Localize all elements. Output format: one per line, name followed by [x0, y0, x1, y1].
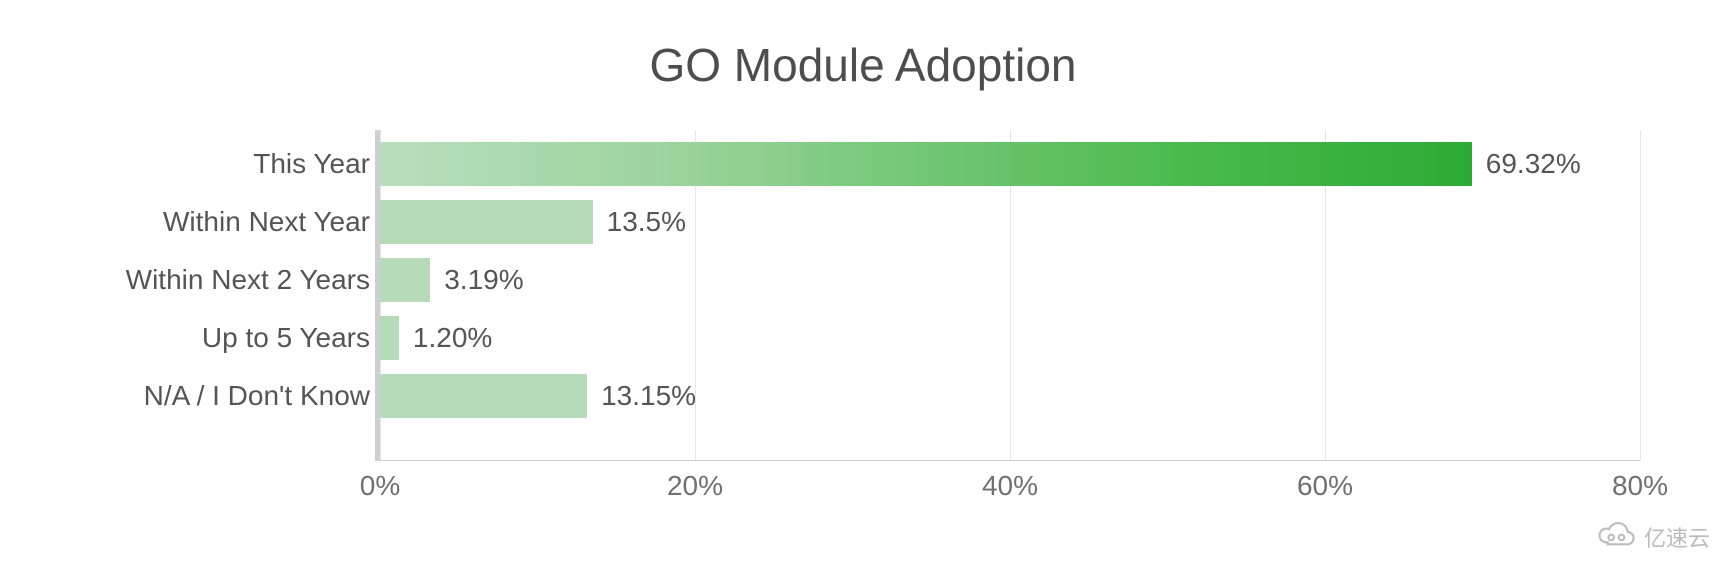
bar [380, 316, 399, 360]
bar-value: 1.20% [413, 316, 492, 360]
bar [380, 142, 1472, 186]
bar-value: 13.15% [601, 374, 696, 418]
y-label: Within Next Year [163, 200, 370, 244]
x-tick-label: 40% [982, 470, 1038, 502]
cloud-icon [1594, 520, 1638, 554]
x-axis-line [375, 460, 1640, 461]
x-tick-label: 0% [360, 470, 400, 502]
x-axis-labels: 0% 20% 40% 60% 80% [380, 470, 1640, 510]
y-label: Up to 5 Years [202, 316, 370, 360]
bar [380, 200, 593, 244]
x-tick-label: 80% [1612, 470, 1668, 502]
x-tick-label: 20% [667, 470, 723, 502]
chart-container: GO Module Adoption This Year Within Next… [0, 0, 1726, 564]
y-axis-labels: This Year Within Next Year Within Next 2… [0, 130, 370, 460]
gridline [1640, 130, 1641, 460]
plot-area: 69.32% 13.5% 3.19% 1.20% 13.15% [380, 130, 1640, 460]
y-label: This Year [253, 142, 370, 186]
bar-value: 69.32% [1486, 142, 1581, 186]
chart-title: GO Module Adoption [0, 38, 1726, 92]
x-tick-label: 60% [1297, 470, 1353, 502]
bar [380, 258, 430, 302]
bar-value: 3.19% [444, 258, 523, 302]
watermark-text: 亿速云 [1644, 521, 1710, 553]
bar-value: 13.5% [607, 200, 686, 244]
watermark: 亿速云 [1594, 520, 1710, 554]
bars-group: 69.32% 13.5% 3.19% 1.20% 13.15% [380, 130, 1640, 460]
y-label: N/A / I Don't Know [144, 374, 370, 418]
y-label: Within Next 2 Years [126, 258, 370, 302]
bar [380, 374, 587, 418]
